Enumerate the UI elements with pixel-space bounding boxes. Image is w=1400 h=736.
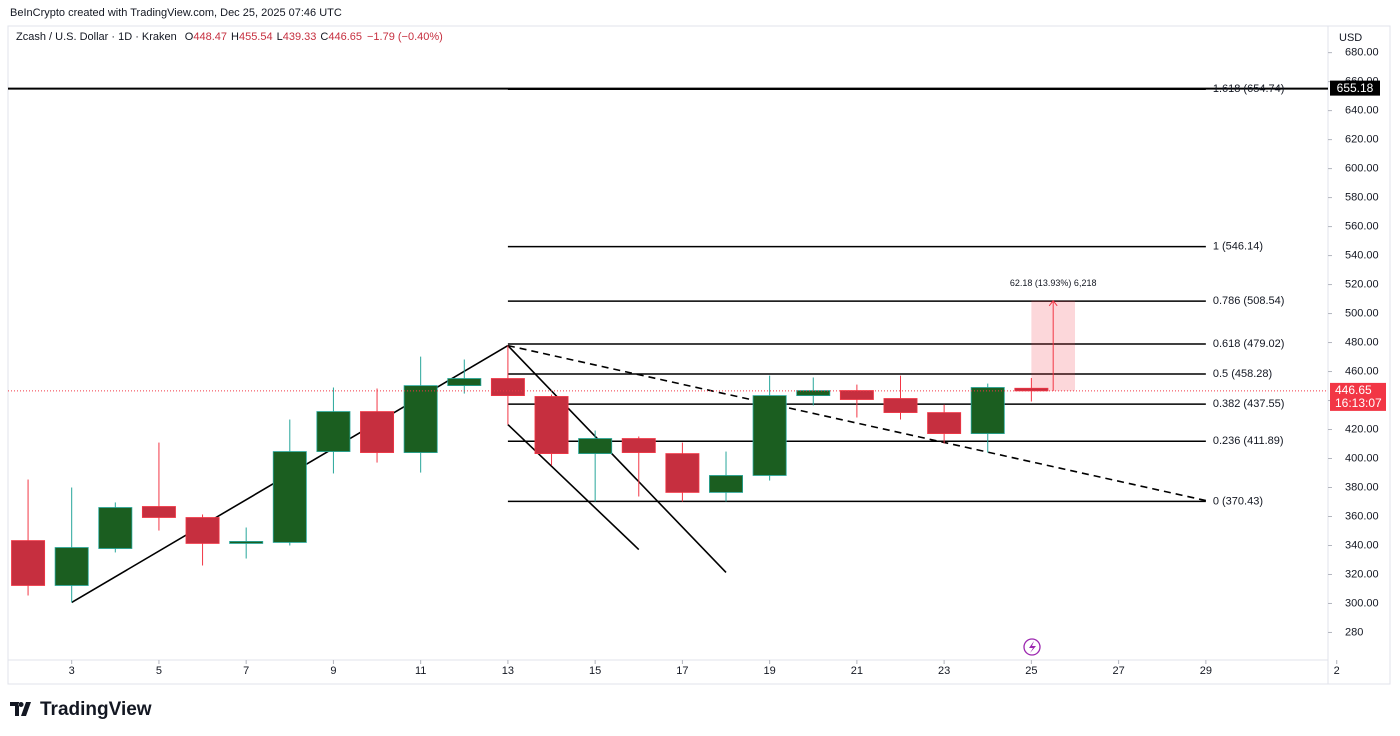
candle-body	[796, 390, 831, 397]
candle-body	[98, 507, 133, 549]
candle-body	[447, 378, 482, 387]
ohlc-label: O	[185, 31, 194, 43]
x-tick-label: 21	[851, 665, 863, 677]
resistance-tag	[1330, 80, 1380, 96]
y-tick-label: 560.00	[1345, 220, 1379, 232]
ohlc-value: 455.54	[239, 31, 273, 43]
candle-body	[534, 396, 569, 454]
y-tick-label: 360.00	[1345, 510, 1379, 522]
symbol: Zcash / U.S. Dollar · 1D · Kraken	[16, 31, 177, 43]
candle-body	[272, 451, 307, 543]
brand: TradingView	[40, 699, 152, 720]
x-tick-label: 11	[415, 665, 426, 677]
candle-body	[11, 540, 46, 586]
last-price-label: 446.65	[1335, 383, 1372, 397]
candle-body	[839, 390, 874, 400]
x-tick-label: 17	[676, 665, 688, 677]
y-tick-label: 280	[1345, 626, 1363, 638]
candle-body	[229, 541, 264, 544]
x-tick-label: 25	[1025, 665, 1037, 677]
ohlc-label: H	[231, 31, 239, 43]
trend-line	[507, 424, 640, 551]
y-tick-label: 380.00	[1345, 481, 1379, 493]
candle-body	[316, 411, 351, 452]
candle-body	[54, 547, 89, 586]
candle-body	[752, 395, 787, 476]
y-tick-label: 640.00	[1345, 105, 1379, 117]
candle-body	[490, 378, 525, 397]
measure-label: 62.18 (13.93%) 6,218	[1010, 278, 1097, 288]
x-tick-label: 27	[1112, 665, 1124, 677]
ohlc-value: 448.47	[193, 31, 227, 43]
candle-body	[927, 412, 962, 434]
fib-label: 0.236 (411.89)	[1213, 435, 1284, 447]
candle-body	[403, 385, 438, 453]
candle-body	[185, 517, 220, 544]
chart-title: Zcash / U.S. Dollar · 1D · Kraken O448.47…	[16, 31, 443, 43]
y-tick-label: 520.00	[1345, 278, 1379, 290]
y-tick-label: 480.00	[1345, 336, 1379, 348]
y-tick-label: 320.00	[1345, 568, 1379, 580]
candle-body	[621, 438, 656, 453]
x-tick-label: 2	[1334, 665, 1340, 677]
x-tick-label: 19	[764, 665, 776, 677]
candle-body	[970, 387, 1005, 434]
fib-label: 1 (546.14)	[1213, 241, 1263, 253]
fib-label: 1.618 (654.74)	[1213, 83, 1285, 95]
x-tick-label: 15	[589, 665, 601, 677]
x-tick-label: 7	[243, 665, 249, 677]
y-tick-label: 300.00	[1345, 597, 1379, 609]
ohlc-value: 446.65	[328, 31, 362, 43]
y-tick-label: 400.00	[1345, 452, 1379, 464]
fib-label: 0.786 (508.54)	[1213, 295, 1285, 307]
attribution: BeInCrypto created with TradingView.com,…	[10, 7, 342, 19]
y-tick-label: 600.00	[1345, 163, 1379, 175]
x-tick-label: 29	[1200, 665, 1212, 677]
y-tick-label: 620.00	[1345, 134, 1379, 146]
fib-label: 0 (370.43)	[1213, 495, 1263, 507]
y-tick-label: 500.00	[1345, 307, 1379, 319]
y-tick-label: 460.00	[1345, 365, 1379, 377]
y-tick-label: 540.00	[1345, 249, 1379, 261]
candle-body	[883, 398, 918, 413]
logo: TradingView	[10, 699, 152, 720]
change: −1.79 (−0.40%)	[367, 31, 443, 43]
candle-body	[578, 438, 613, 454]
measure-arrowhead	[1048, 299, 1058, 307]
candle-body	[141, 506, 176, 518]
x-tick-label: 23	[938, 665, 950, 677]
y-tick-label: 580.00	[1345, 192, 1379, 204]
fib-label: 0.618 (479.02)	[1213, 338, 1285, 350]
y-tick-label: 420.00	[1345, 423, 1379, 435]
y-tick-label: 680.00	[1345, 47, 1379, 59]
x-tick-label: 3	[69, 665, 75, 677]
fib-label: 0.382 (437.55)	[1213, 398, 1285, 410]
candle-body	[709, 475, 743, 493]
ohlc-value: 439.33	[283, 31, 317, 43]
ohlc-label: L	[277, 31, 283, 43]
ohlc-label: C	[320, 31, 328, 43]
candle-body	[360, 411, 395, 453]
last-price-tag	[1330, 382, 1386, 411]
trend-line	[507, 345, 727, 574]
x-tick-label: 9	[330, 665, 336, 677]
event-bolt	[1029, 641, 1036, 653]
frame	[7, 25, 1391, 685]
event-icon[interactable]	[1023, 638, 1041, 656]
x-tick-label: 13	[502, 665, 514, 677]
candle-body	[665, 453, 700, 493]
currency: USD	[1339, 32, 1362, 44]
x-tick-label: 5	[156, 665, 162, 677]
resistance-label: 655.18	[1337, 81, 1374, 95]
fib-label: 0.5 (458.28)	[1213, 368, 1272, 380]
y-tick-label: 340.00	[1345, 539, 1379, 551]
countdown: 16:13:07	[1335, 396, 1382, 410]
logo-mark	[10, 702, 31, 716]
